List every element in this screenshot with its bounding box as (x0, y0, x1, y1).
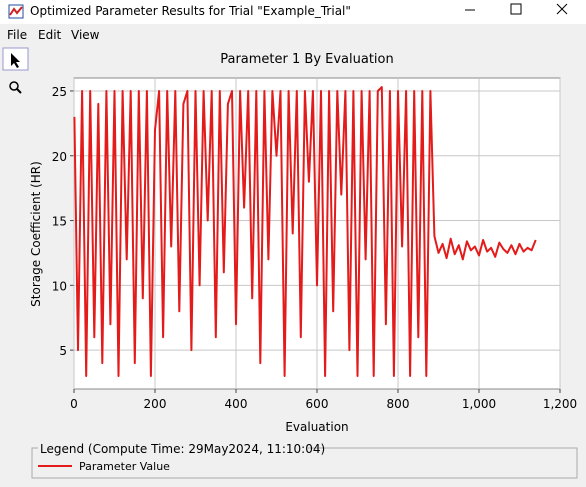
x-axis-label: Evaluation (285, 420, 348, 434)
chart-title: Parameter 1 By Evaluation (220, 52, 394, 67)
legend-title: Legend (Compute Time: 29May2024, 11:10:0… (40, 442, 325, 456)
zoom-icon-handle (16, 88, 22, 94)
legend-label: Parameter Value (79, 460, 170, 473)
legend-title-bg (38, 441, 308, 455)
y-tick-label: 5 (59, 344, 67, 358)
x-tick-label: 400 (225, 397, 248, 411)
window-title: Optimized Parameter Results for Trial "E… (30, 4, 351, 18)
title-icons (8, 3, 568, 19)
y-tick-label: 20 (52, 150, 67, 164)
app-icon-line (9, 6, 23, 16)
y-tick-label: 10 (52, 279, 67, 293)
x-tick-label: 1,200 (543, 397, 577, 411)
x-tick-label: 1,000 (462, 397, 496, 411)
y-tick-label: 15 (52, 215, 67, 229)
close[interactable] (556, 3, 568, 15)
y-tick-label: 25 (52, 85, 67, 99)
x-tick-label: 600 (306, 397, 329, 411)
x-tick-label: 800 (387, 397, 410, 411)
title-bar: Optimized Parameter Results for Trial "E… (0, 0, 586, 24)
x-tick-label: 200 (144, 397, 167, 411)
x-tick-label: 0 (70, 397, 78, 411)
menu-file[interactable]: File (7, 28, 28, 42)
menu-view[interactable]: View (71, 28, 100, 42)
menu-edit[interactable]: Edit (38, 28, 62, 42)
maximize[interactable] (510, 3, 522, 15)
arrow-icon (11, 53, 20, 68)
data-line (73, 86, 537, 377)
zoom-icon[interactable] (9, 81, 19, 91)
y-axis-label: Storage Coefficient (HR) (29, 161, 43, 307)
